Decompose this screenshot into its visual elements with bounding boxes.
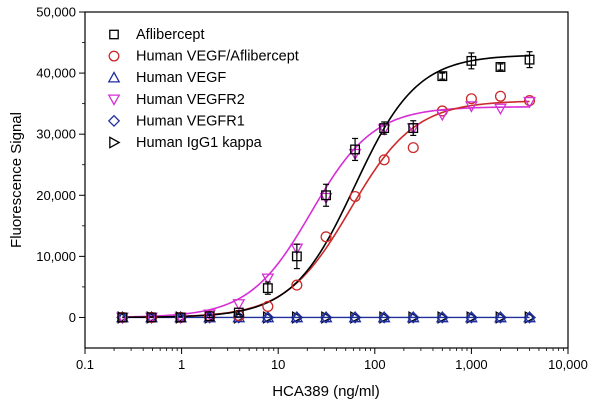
axis-ticks: 0.1 1 10 100 1,000 10,000 0 10,000 20,000 30,000 4… <box>36 5 588 373</box>
x-tick-label: 100 <box>364 357 386 372</box>
data-point <box>408 123 419 134</box>
legend-marker <box>107 94 121 106</box>
data-point <box>175 312 186 323</box>
x-tick-label: 0.1 <box>76 357 94 372</box>
data-point <box>437 71 448 82</box>
data-point <box>407 142 419 154</box>
y-tick-label: 40,000 <box>36 66 76 81</box>
data-point <box>261 310 275 323</box>
data-markers <box>116 51 537 325</box>
data-point <box>464 101 478 113</box>
legend-marker <box>107 114 121 128</box>
data-point <box>524 95 536 107</box>
data-point <box>494 103 507 116</box>
fit-curves <box>122 54 530 319</box>
data-point <box>523 310 536 323</box>
legend: Aflibercept Human VEGF/Aflibercept Human V… <box>107 27 299 151</box>
y-tick-label: 0 <box>69 310 76 325</box>
data-point <box>320 231 332 243</box>
data-point <box>350 311 362 324</box>
data-point <box>495 311 508 324</box>
data-point <box>435 109 449 122</box>
data-point <box>406 310 420 323</box>
data-point <box>232 311 246 324</box>
data-point <box>204 311 215 322</box>
series-aflibercept <box>117 51 535 323</box>
legend-marker <box>108 50 120 62</box>
legend-marker <box>107 71 121 83</box>
data-point <box>523 96 536 109</box>
y-tick-label: 30,000 <box>36 127 76 142</box>
fit-curve <box>122 54 530 319</box>
data-point <box>291 311 304 324</box>
data-point <box>465 311 478 324</box>
data-point <box>377 310 391 323</box>
data-point <box>261 311 275 324</box>
legend-label: Aflibercept <box>136 27 205 43</box>
data-point <box>379 123 390 134</box>
series-human-vegfr2 <box>116 96 536 325</box>
data-point <box>290 310 304 323</box>
y-tick-label: 10,000 <box>36 249 76 264</box>
fit-curve <box>122 100 530 319</box>
data-point <box>319 311 333 324</box>
legend-label: Human VEGF/Aflibercept <box>136 49 299 65</box>
data-point <box>436 311 449 324</box>
data-point <box>495 62 506 72</box>
x-tick-label: 10 <box>271 357 285 372</box>
data-point <box>348 310 362 323</box>
data-point <box>232 299 246 311</box>
y-tick-label: 20,000 <box>36 188 76 203</box>
legend-label: Human VEGFR2 <box>136 92 245 108</box>
y-axis-title: Fluorescence Signal <box>8 112 25 248</box>
plot-frame <box>84 11 569 349</box>
data-point <box>233 307 244 318</box>
data-point <box>408 311 420 324</box>
data-point <box>465 93 477 105</box>
data-point <box>321 311 333 324</box>
legend-label: Human IgG1 kappa <box>136 135 263 151</box>
data-point <box>291 251 302 262</box>
data-point <box>379 311 391 324</box>
x-tick-label: 1,000 <box>455 357 488 372</box>
data-point <box>146 312 157 323</box>
data-point <box>348 311 362 324</box>
data-point <box>524 54 535 65</box>
data-point <box>435 310 449 323</box>
data-point <box>407 311 420 324</box>
legend-label: Human VEGFR1 <box>136 113 245 129</box>
legend-label: Human VEGF <box>136 70 226 86</box>
x-axis-title: HCA389 (ng/ml) <box>272 383 380 400</box>
data-point <box>319 310 333 323</box>
data-point <box>291 279 303 291</box>
data-point <box>321 190 332 201</box>
data-point <box>494 310 507 323</box>
data-point <box>262 311 275 324</box>
data-point <box>378 154 390 166</box>
data-point <box>350 144 361 155</box>
legend-marker <box>109 136 121 149</box>
data-point <box>203 311 216 324</box>
data-point <box>466 311 479 324</box>
x-tick-label: 1 <box>178 357 185 372</box>
x-tick-label: 10,000 <box>548 357 588 372</box>
data-point <box>349 190 361 203</box>
data-point <box>523 311 536 324</box>
data-point <box>262 300 274 313</box>
data-point <box>437 311 449 324</box>
data-point <box>524 311 537 324</box>
data-point <box>466 55 477 66</box>
data-point <box>261 273 275 285</box>
data-point <box>494 311 507 324</box>
data-point <box>464 310 478 323</box>
data-point <box>117 312 128 323</box>
data-point <box>494 90 507 102</box>
data-point <box>262 283 273 294</box>
legend-marker <box>109 29 119 40</box>
data-point <box>377 311 391 324</box>
y-tick-label: 50,000 <box>36 5 76 20</box>
data-point <box>290 311 304 324</box>
